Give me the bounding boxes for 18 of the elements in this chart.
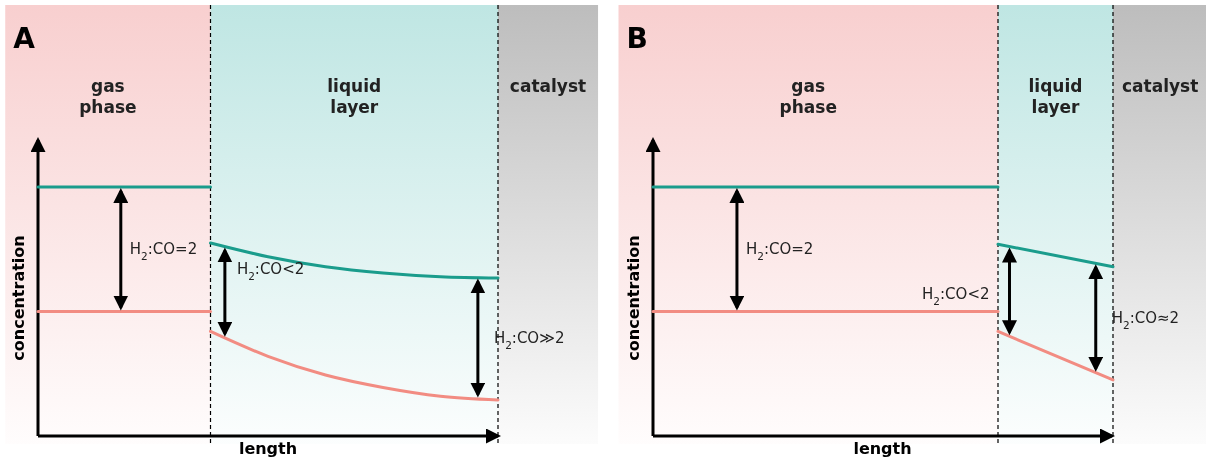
annotation: H$_{2}$:CO<2: [236, 260, 305, 283]
annotation: H$_{2}$:CO=2: [745, 240, 814, 263]
text: catalyst: [1121, 76, 1199, 96]
chart-title: A: [13, 22, 36, 55]
annotation: H$_{2}$:CO≫2: [493, 329, 565, 352]
text: gas phase: [79, 76, 137, 117]
text: liquid layer: [327, 76, 382, 117]
annotation: H$_{2}$:CO≈2: [1111, 309, 1180, 332]
annotation: H$_{2}$:CO=2: [129, 240, 198, 263]
text: catalyst: [509, 76, 587, 96]
x-axis-title: length: [853, 439, 912, 457]
y-axis-title: concentration: [9, 235, 28, 361]
x-axis-title: length: [238, 439, 298, 457]
chart-title: B: [626, 22, 648, 55]
text: liquid layer: [1028, 76, 1083, 117]
text: gas phase: [779, 76, 837, 117]
y-axis-title: concentration: [624, 235, 643, 361]
annotation: H$_{2}$:CO<2: [922, 285, 990, 308]
